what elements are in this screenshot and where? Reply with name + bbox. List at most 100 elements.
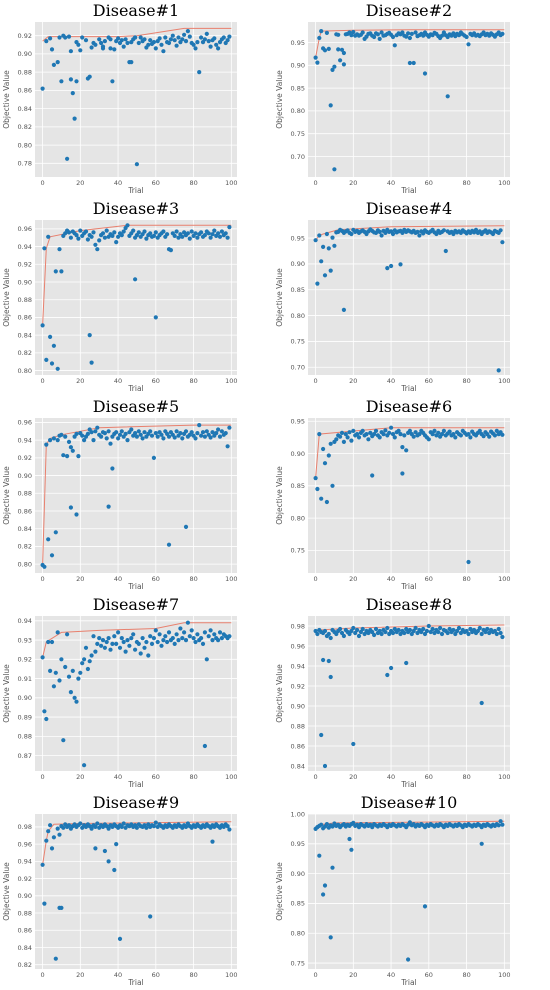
y-tick-label: 0.94 (291, 662, 305, 670)
data-point (110, 233, 115, 238)
y-tick-label: 0.82 (18, 349, 32, 357)
data-point (110, 79, 115, 84)
x-tick-label: 100 (498, 179, 510, 187)
data-point (159, 432, 164, 437)
data-point (174, 43, 179, 48)
data-point (44, 838, 49, 843)
data-point (360, 428, 365, 433)
data-point (496, 823, 501, 828)
data-point (379, 233, 384, 238)
data-point (119, 636, 124, 641)
data-point (210, 232, 215, 237)
data-point (172, 641, 177, 647)
data-point (472, 627, 477, 633)
data-point (136, 641, 141, 647)
y-tick-label: 0.98 (18, 823, 32, 831)
data-point (153, 46, 158, 51)
data-point (129, 60, 134, 65)
data-point (116, 436, 121, 441)
data-point (223, 431, 228, 436)
data-point (61, 453, 66, 458)
data-point (53, 670, 58, 675)
x-tick-label: 20 (349, 971, 357, 979)
data-point (208, 235, 213, 240)
data-point (456, 625, 462, 631)
data-point (121, 229, 126, 234)
data-point (227, 34, 232, 39)
data-point (328, 268, 333, 273)
y-axis-label: Objective Value (275, 862, 284, 921)
data-point (481, 434, 486, 439)
plot-area (308, 814, 510, 969)
data-point (417, 432, 422, 437)
data-point (99, 40, 104, 46)
data-point (351, 625, 356, 631)
data-point (197, 423, 202, 428)
data-point (349, 628, 354, 634)
x-tick-label: 80 (189, 773, 197, 781)
data-point (500, 31, 505, 36)
subplot-8: Disease#8 0 20 40 60 80 100 0.84 0.86 0.88 0.90 0.9… (275, 595, 511, 789)
data-point (447, 626, 452, 632)
data-point (404, 34, 409, 39)
y-axis-label: Objective Value (2, 862, 11, 921)
data-point (364, 432, 369, 437)
y-tick-label: 0.89 (18, 713, 32, 721)
data-point (313, 238, 318, 243)
data-point (351, 428, 356, 433)
data-point (328, 441, 333, 446)
data-point (157, 36, 162, 41)
data-point (466, 631, 471, 637)
y-tick-label: 0.92 (18, 656, 32, 664)
y-tick-label: 0.90 (18, 694, 32, 702)
data-point (174, 429, 179, 434)
data-point (102, 848, 107, 854)
y-tick-label: 0.80 (291, 514, 305, 522)
data-point (217, 234, 223, 239)
data-point (123, 649, 128, 654)
data-point (163, 35, 168, 40)
data-point (347, 631, 352, 637)
data-point (166, 434, 172, 439)
data-point (453, 435, 458, 440)
data-point (458, 433, 463, 438)
data-point (117, 936, 123, 942)
data-point (349, 231, 354, 237)
data-point (61, 738, 66, 743)
data-point (78, 670, 83, 675)
data-point (324, 499, 329, 505)
data-point (199, 433, 204, 438)
data-point (183, 638, 189, 643)
data-point (396, 627, 401, 633)
data-point (106, 504, 111, 509)
data-point (182, 630, 187, 635)
data-point (500, 432, 505, 437)
x-axis-label: Trial (127, 780, 143, 789)
y-tick-label: 0.88 (18, 68, 32, 76)
data-point (317, 432, 322, 437)
data-point (498, 228, 503, 233)
data-point (85, 666, 90, 672)
data-point (151, 40, 156, 45)
data-point (411, 628, 416, 634)
data-point (322, 273, 328, 278)
data-point (430, 432, 435, 437)
y-tick-label: 0.92 (18, 261, 32, 269)
x-tick-label: 80 (462, 575, 470, 583)
data-point (377, 435, 382, 440)
data-point (195, 632, 200, 637)
data-point (373, 428, 379, 433)
data-point (197, 70, 202, 75)
data-point (407, 60, 412, 66)
y-tick-label: 0.95 (291, 39, 305, 47)
data-point (65, 632, 70, 637)
x-tick-label: 60 (152, 773, 160, 781)
data-point (165, 639, 170, 645)
data-point (131, 228, 136, 233)
data-point (343, 432, 348, 437)
x-tick-label: 60 (152, 575, 160, 583)
data-point (336, 47, 341, 52)
x-tick-label: 0 (313, 773, 317, 781)
chart-title: Disease#1 (93, 1, 179, 20)
data-point (93, 846, 98, 851)
